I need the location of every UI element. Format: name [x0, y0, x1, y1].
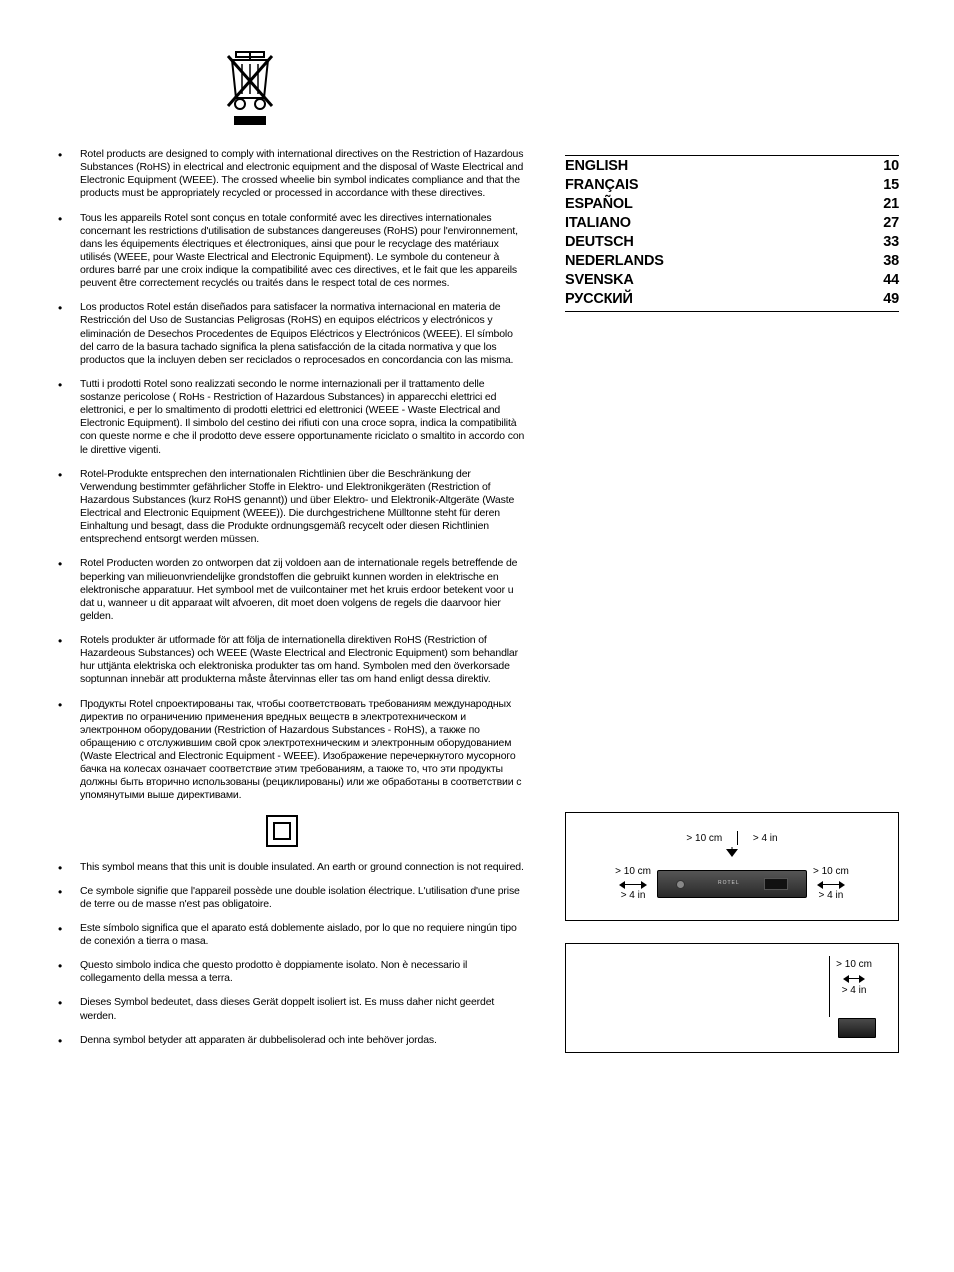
toc-lang: DEUTSCH	[565, 234, 634, 250]
clearance-rear-cm: > 10 cm	[836, 958, 872, 971]
toc-page: 10	[883, 158, 899, 174]
toc-page: 27	[883, 215, 899, 231]
compliance-notice: Rotel products are designed to comply wi…	[80, 148, 525, 201]
insulation-notice: Este símbolo significa que el aparato es…	[80, 922, 525, 948]
clearance-top-cm: > 10 cm	[686, 833, 722, 844]
device-side-illustration	[838, 1018, 876, 1038]
insulation-notice: Dieses Symbol bedeutet, dass dieses Gerä…	[80, 996, 525, 1022]
toc-page: 49	[883, 291, 899, 307]
compliance-notice-list: Rotel products are designed to comply wi…	[55, 148, 525, 803]
compliance-notice: Rotel-Produkte entsprechen den internati…	[80, 468, 525, 547]
toc-lang: РУССКИЙ	[565, 291, 633, 307]
toc-lang: ENGLISH	[565, 158, 628, 174]
toc-lang: SVENSKA	[565, 272, 634, 288]
toc-row: DEUTSCH 33	[565, 232, 899, 251]
toc-lang: NEDERLANDS	[565, 253, 664, 269]
clearance-diagram-side: > 10 cm > 4 in	[565, 943, 899, 1053]
table-of-contents: ENGLISH 10 FRANÇAIS 15 ESPAÑOL 21 ITALIA…	[565, 155, 899, 312]
compliance-notice: Rotel Producten worden zo ontworpen dat …	[80, 557, 525, 623]
toc-row: ENGLISH 10	[565, 156, 899, 175]
clearance-top-in: > 4 in	[753, 833, 778, 844]
device-brand: ROTEL	[718, 880, 740, 886]
compliance-notice: Rotels produkter är utformade för att fö…	[80, 634, 525, 687]
clearance-right-in: > 4 in	[813, 890, 849, 902]
device-front-illustration: ROTEL	[657, 870, 807, 898]
clearance-left-in: > 4 in	[615, 890, 651, 902]
toc-row: РУССКИЙ 49	[565, 289, 899, 312]
toc-row: FRANÇAIS 15	[565, 175, 899, 194]
clearance-left-cm: > 10 cm	[615, 866, 651, 878]
insulation-notice: Denna symbol betyder att apparaten är du…	[80, 1034, 525, 1047]
double-insulation-symbol	[265, 814, 525, 853]
toc-lang: FRANÇAIS	[565, 177, 638, 193]
toc-page: 38	[883, 253, 899, 269]
toc-lang: ITALIANO	[565, 215, 631, 231]
compliance-notice: Los productos Rotel están diseñados para…	[80, 301, 525, 367]
insulation-notice: Ce symbole signifie que l'appareil possè…	[80, 885, 525, 911]
compliance-notice: Tutti i prodotti Rotel sono realizzati s…	[80, 378, 525, 457]
insulation-notice: This symbol means that this unit is doub…	[80, 861, 525, 874]
clearance-rear-in: > 4 in	[836, 984, 872, 997]
compliance-notice: Tous les appareils Rotel sont conçus en …	[80, 212, 525, 291]
toc-page: 15	[883, 177, 899, 193]
toc-page: 44	[883, 272, 899, 288]
toc-lang: ESPAÑOL	[565, 196, 633, 212]
insulation-notice: Questo simbolo indica che questo prodott…	[80, 959, 525, 985]
toc-page: 33	[883, 234, 899, 250]
toc-row: ESPAÑOL 21	[565, 194, 899, 213]
weee-symbol	[220, 50, 525, 133]
toc-row: NEDERLANDS 38	[565, 251, 899, 270]
insulation-notice-list: This symbol means that this unit is doub…	[55, 861, 525, 1047]
toc-row: ITALIANO 27	[565, 213, 899, 232]
toc-row: SVENSKA 44	[565, 270, 899, 289]
toc-page: 21	[883, 196, 899, 212]
compliance-notice: Продукты Rotel спроектированы так, чтобы…	[80, 698, 525, 803]
clearance-right-cm: > 10 cm	[813, 866, 849, 878]
clearance-diagram-front: > 10 cm > 4 in > 10 cm > 4 in ROTEL	[565, 812, 899, 921]
